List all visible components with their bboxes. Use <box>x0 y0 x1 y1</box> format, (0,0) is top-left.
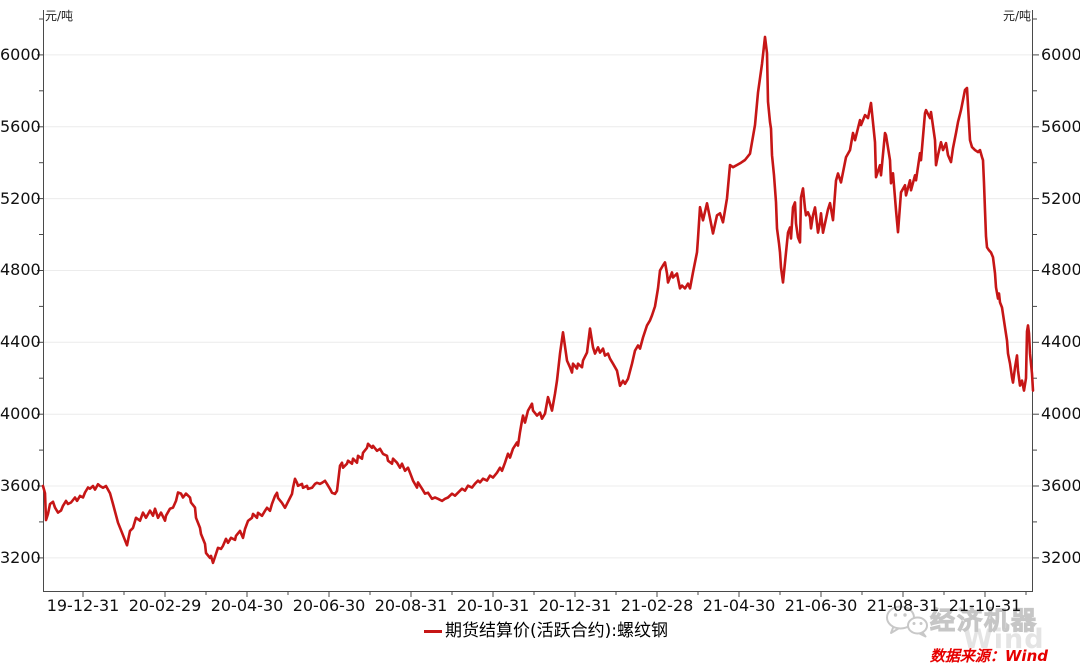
y-axis-label-left: 4400 <box>0 332 41 351</box>
data-source-note: 数据来源：Wind <box>929 647 1048 665</box>
x-axis-label: 21-04-30 <box>702 596 776 615</box>
x-axis-label: 20-02-29 <box>128 596 202 615</box>
y-axis-label-left: 3200 <box>0 548 41 567</box>
y-axis-label-right: 5600 <box>1041 117 1080 136</box>
y-axis-label-right: 6000 <box>1041 45 1080 64</box>
y-axis-label-left: 6000 <box>0 45 41 64</box>
plot-area <box>37 10 1039 597</box>
price-line <box>41 35 1035 565</box>
legend: 期货结算价(活跃合约):螺纹钢 <box>424 621 668 641</box>
wind-logo-watermark: Wind <box>963 624 1045 655</box>
y-axis-label-left: 5200 <box>0 189 41 208</box>
x-axis-label: 19-12-31 <box>46 596 120 615</box>
x-axis-label: 21-08-31 <box>866 596 940 615</box>
x-axis-label: 20-06-30 <box>292 596 366 615</box>
wechat-icon <box>886 605 928 638</box>
x-axis-label: 21-10-31 <box>948 596 1022 615</box>
x-axis-label: 21-02-28 <box>620 596 694 615</box>
y-axis-label-left: 4000 <box>0 404 41 423</box>
y-axis-label-right: 4400 <box>1041 332 1080 351</box>
y-axis-label-left: 3600 <box>0 476 41 495</box>
legend-series-label: 期货结算价(活跃合约):螺纹钢 <box>445 621 668 641</box>
y-axis-label-right: 5200 <box>1041 189 1080 208</box>
x-axis-label: 20-08-31 <box>374 596 448 615</box>
y-axis-label-right: 3600 <box>1041 476 1080 495</box>
x-axis-label: 20-10-31 <box>456 596 530 615</box>
watermark-label: 经济机器 <box>929 606 1039 636</box>
y-axis-label-right: 3200 <box>1041 548 1080 567</box>
y-axis-label-right: 4000 <box>1041 404 1080 423</box>
y-axis-unit-left: 元/吨 <box>45 9 74 23</box>
x-axis-label: 20-04-30 <box>210 596 284 615</box>
x-axis-label: 21-06-30 <box>784 596 858 615</box>
y-axis-label-right: 4800 <box>1041 260 1080 279</box>
y-axis-label-left: 4800 <box>0 260 41 279</box>
watermark: 经济机器 <box>884 604 1038 638</box>
y-axis-unit-right: 元/吨 <box>1003 9 1032 23</box>
legend-line-swatch <box>424 629 442 633</box>
y-axis-label-left: 5600 <box>0 117 41 136</box>
x-axis-label: 20-12-31 <box>538 596 612 615</box>
